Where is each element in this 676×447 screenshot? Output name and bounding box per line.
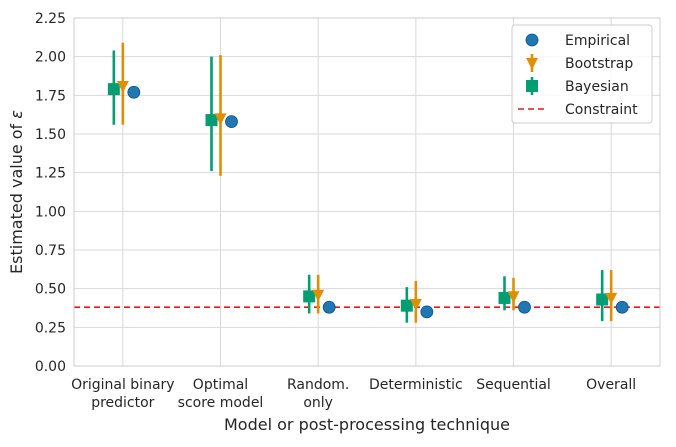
legend-box (511, 24, 653, 124)
x-tick-label-line: score model (178, 395, 264, 411)
legend: Empirical Bootstrap Bayesian Constraint (511, 24, 653, 124)
x-tick-label: Random. only (287, 377, 349, 411)
y-tick-label: 2.00 (35, 50, 66, 66)
y-axis-label-text: Estimated value of (7, 119, 26, 274)
bayesian-point (596, 293, 609, 306)
bayesian-point (303, 290, 316, 303)
x-tick-label-line: Random. (287, 377, 349, 393)
legend-label: Empirical (565, 33, 630, 49)
bootstrap-point (116, 80, 129, 93)
bayesian-point (498, 291, 511, 304)
empirical-point (127, 85, 141, 99)
y-tick-label: 0.50 (35, 282, 66, 298)
bootstrap-point (507, 291, 520, 303)
x-tick-label: Overall (586, 377, 636, 393)
y-axis-label: Estimated value of ε (7, 110, 26, 274)
empirical-point (615, 300, 629, 314)
legend-label: Bootstrap (565, 56, 633, 72)
x-tick-label: Optimal score model (178, 377, 264, 411)
empirical-point (518, 300, 531, 314)
x-tick-label: Deterministic (369, 377, 463, 393)
y-tick-label: 0.00 (35, 359, 66, 375)
empirical-point (420, 305, 434, 319)
x-tick-label-line: Sequential (476, 377, 551, 393)
y-tick-labels: 0.00 0.25 0.50 0.75 1.00 1.25 1.50 1.75 2.00 2.25 (35, 11, 66, 375)
x-tick-label: Sequential (476, 377, 551, 393)
x-tick-labels: Original binary predictor Optimal score mod… (71, 377, 636, 411)
legend-bootstrap-marker (526, 57, 538, 70)
bayesian-point (107, 83, 120, 96)
x-tick-label-line: Deterministic (369, 377, 463, 393)
legend-bayesian-marker (526, 80, 538, 92)
x-tick-label-line: Overall (586, 377, 636, 393)
y-axis-label-symbol: ε (7, 110, 26, 119)
x-tick-label-line: Optimal (193, 377, 248, 393)
plot-frame (73, 17, 661, 367)
y-tick-label: 1.00 (35, 204, 66, 220)
x-tick-label-line: predictor (91, 395, 154, 411)
bayesian-point (400, 299, 413, 312)
legend-empirical-marker (525, 33, 539, 47)
x-tick-label: Original binary predictor (71, 377, 175, 411)
bootstrap-point (214, 113, 227, 126)
x-tick-label-line: only (303, 395, 333, 411)
marks-layer (107, 42, 629, 323)
x-tick-label-line: Original binary (71, 377, 175, 393)
bootstrap-point (312, 289, 325, 302)
bootstrap-point (409, 299, 422, 311)
bootstrap-point (605, 292, 618, 305)
legend-label: Bayesian (565, 79, 629, 95)
x-axis-label: Model or post-processing technique (224, 415, 510, 434)
legend-label: Constraint (565, 102, 638, 118)
y-tick-label: 0.75 (35, 243, 66, 259)
empirical-point (322, 300, 336, 314)
y-tick-label: 1.25 (35, 166, 66, 182)
y-tick-label: 1.75 (35, 88, 66, 104)
y-tick-label: 1.50 (35, 127, 66, 143)
bayesian-point (205, 114, 218, 127)
y-tick-label: 2.25 (35, 11, 66, 27)
empirical-point (225, 115, 238, 129)
y-tick-label: 0.25 (35, 320, 66, 336)
